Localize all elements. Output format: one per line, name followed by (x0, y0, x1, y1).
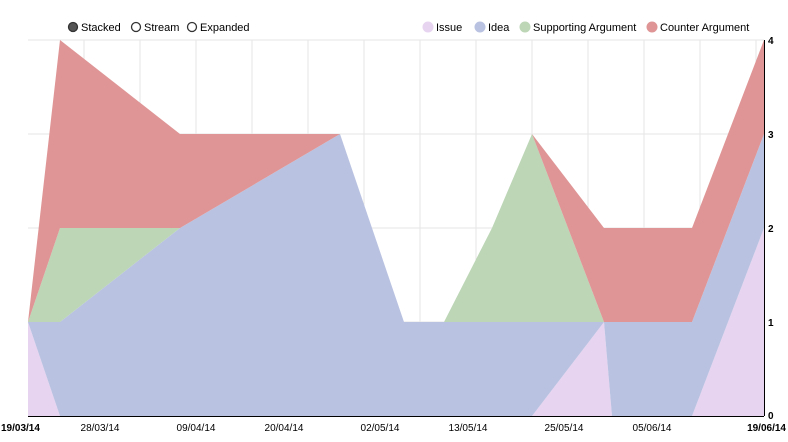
control-label[interactable]: Expanded (200, 22, 250, 34)
legend-item-idea[interactable]: Idea (474, 21, 510, 34)
x-tick-label: 09/04/14 (177, 423, 216, 434)
legend-swatch-icon[interactable] (474, 21, 486, 33)
legend-item-issue[interactable]: Issue (422, 21, 462, 34)
radio-unselected-icon[interactable] (130, 21, 142, 33)
legend-label[interactable]: Counter Argument (660, 22, 749, 34)
x-tick-label: 19/06/14 (747, 423, 786, 434)
y-tick-label: 3 (768, 130, 774, 141)
y-tick-label: 1 (768, 318, 774, 329)
legend-swatch-icon[interactable] (646, 21, 658, 33)
control-stream[interactable]: Stream (130, 21, 180, 34)
x-tick-label: 02/05/14 (361, 423, 400, 434)
x-tick-label: 20/04/14 (265, 423, 304, 434)
radio-selected-icon[interactable] (67, 21, 79, 33)
legend-label[interactable]: Idea (488, 22, 510, 34)
y-tick-label: 0 (768, 411, 774, 422)
x-tick-label: 13/05/14 (449, 423, 488, 434)
area-counter-argument (28, 40, 764, 322)
x-tick-label: 19/03/14 (1, 423, 40, 434)
x-tick-label: 28/03/14 (81, 423, 120, 434)
axes: 19/03/14 28/03/14 09/04/14 20/04/14 02/05/14… (1, 36, 786, 434)
area-series (28, 40, 764, 416)
radio-unselected-icon[interactable] (186, 21, 198, 33)
x-tick-label: 25/05/14 (545, 423, 584, 434)
control-label[interactable]: Stacked (81, 22, 121, 34)
y-tick-label: 2 (768, 224, 774, 235)
area-supporting-argument (28, 134, 764, 322)
legend-item-counter-argument[interactable]: Counter Argument (646, 21, 749, 34)
area-idea (28, 134, 764, 416)
legend-label[interactable]: Supporting Argument (533, 22, 636, 34)
control-label[interactable]: Stream (144, 22, 179, 34)
area-issue (28, 228, 764, 416)
view-mode-controls: Stacked Stream Expanded (67, 21, 250, 34)
x-tick-label: 05/06/14 (633, 423, 672, 434)
legend-swatch-icon[interactable] (519, 21, 531, 33)
control-stacked[interactable]: Stacked (67, 21, 121, 34)
legend-swatch-icon[interactable] (422, 21, 434, 33)
legend-label[interactable]: Issue (436, 22, 462, 34)
legend-item-supporting-argument[interactable]: Supporting Argument (519, 21, 636, 34)
y-tick-label: 4 (768, 36, 774, 47)
control-expanded[interactable]: Expanded (186, 21, 250, 34)
legend: Issue Idea Supporting Argument Counter Argu… (422, 21, 749, 34)
